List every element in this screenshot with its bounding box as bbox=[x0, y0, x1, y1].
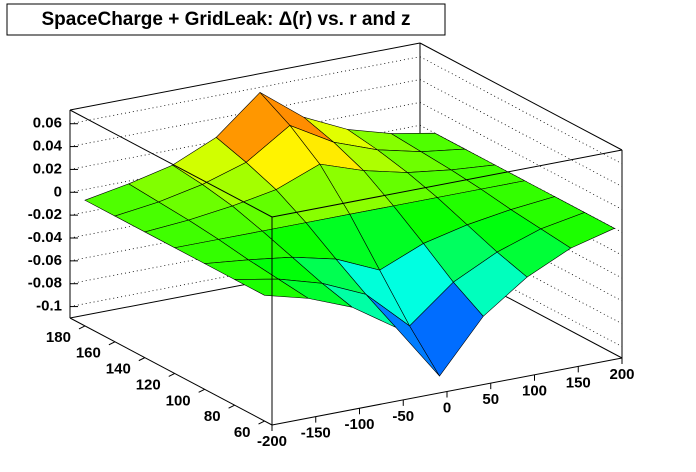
x-tick-label: 100 bbox=[522, 383, 547, 400]
y-tick-label: 120 bbox=[136, 376, 161, 393]
x-tick-label: -150 bbox=[301, 425, 331, 442]
chart-title: SpaceCharge + GridLeak: Δ(r) vs. r and z bbox=[42, 9, 411, 30]
x-tick-label: -50 bbox=[392, 408, 414, 425]
x-tick-label: 150 bbox=[566, 374, 591, 391]
z-tick-label: -0.02 bbox=[28, 206, 62, 223]
z-tick-label: -0.04 bbox=[28, 229, 63, 246]
grid-line bbox=[69, 56, 421, 125]
front-edges: -200 -150 -100 -50 0 50 100 150 200 60 80 100 120 140… bbox=[46, 109, 635, 450]
z-tick-label: -0.06 bbox=[28, 252, 62, 269]
x-tick-label: -100 bbox=[344, 416, 374, 433]
x-tick-label: 0 bbox=[443, 399, 451, 416]
y-tick-label: 60 bbox=[234, 424, 251, 441]
tick-mark bbox=[138, 357, 146, 362]
y-tick-label: 140 bbox=[106, 361, 131, 378]
y-tick-label: 160 bbox=[76, 345, 101, 362]
surface bbox=[84, 91, 616, 377]
z-tick-label: 0.06 bbox=[33, 115, 62, 132]
tick-mark bbox=[168, 373, 175, 377]
y-tick-label: 80 bbox=[204, 408, 221, 425]
y-tick-label: 100 bbox=[166, 392, 191, 409]
z-tick-label: 0 bbox=[54, 183, 62, 200]
box-edge bbox=[69, 42, 421, 111]
y-tick-label: 180 bbox=[46, 329, 71, 346]
tick-mark bbox=[108, 341, 116, 346]
z-tick-label: 0.02 bbox=[33, 160, 62, 177]
box-edge bbox=[271, 149, 623, 218]
box-edge bbox=[69, 109, 273, 218]
surface-cell bbox=[234, 278, 309, 299]
x-tick-label: 200 bbox=[609, 366, 634, 383]
tick-mark bbox=[78, 325, 86, 330]
title-box bbox=[6, 3, 446, 36]
tick-mark bbox=[258, 420, 265, 425]
box-edge bbox=[419, 42, 623, 151]
z-tick-label: -0.1 bbox=[36, 298, 62, 315]
x-tick-label: -200 bbox=[257, 433, 287, 450]
z-tick-label: -0.08 bbox=[28, 275, 62, 292]
grid-line bbox=[69, 79, 421, 147]
z-tick-label: 0.04 bbox=[33, 138, 63, 155]
grid-line bbox=[69, 102, 421, 170]
box-edge bbox=[69, 317, 273, 426]
tick-mark bbox=[228, 404, 235, 409]
tick-mark bbox=[198, 388, 205, 393]
x-tick-label: 50 bbox=[482, 391, 499, 408]
